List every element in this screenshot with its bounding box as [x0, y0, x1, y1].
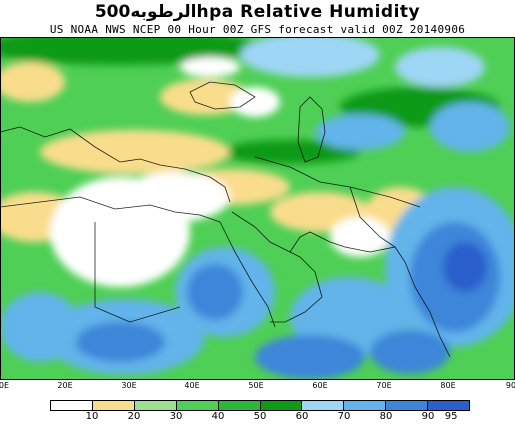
humidity-blob [443, 242, 487, 292]
x-tick-label: 90 [505, 381, 515, 390]
coastline-black-sea [189, 81, 256, 110]
humidity-blob [160, 79, 250, 115]
color-bar-swatch [302, 401, 345, 410]
x-tick-label: 0E [0, 381, 10, 390]
humidity-blob [395, 47, 485, 87]
humidity-blob [75, 322, 165, 362]
color-bar-label: 80 [379, 411, 393, 422]
coastline-caspian [297, 96, 326, 163]
color-bar-label: 90 [421, 411, 435, 422]
x-tick-label: 50E [248, 381, 264, 390]
color-bar-swatch [260, 401, 303, 410]
x-tick-label: 80E [440, 381, 456, 390]
humidity-map [0, 37, 515, 380]
humidity-blob [230, 87, 280, 117]
humidity-blob [240, 37, 380, 77]
humidity-blob [0, 37, 260, 65]
color-bar-swatch [344, 401, 387, 410]
color-bar-label: 70 [337, 411, 351, 422]
color-bar-label: 20 [127, 411, 141, 422]
x-tick-label: 20E [57, 381, 73, 390]
coastline-arabia [231, 211, 323, 323]
humidity-blob [187, 264, 243, 320]
x-tick-label: 30E [121, 381, 137, 390]
color-bar-label: 95 [444, 411, 458, 422]
color-bar-label: 60 [295, 411, 309, 422]
x-tick-label: 70E [376, 381, 392, 390]
color-bar-label: 30 [169, 411, 183, 422]
x-tick-label: 40E [184, 381, 200, 390]
humidity-blob [255, 335, 365, 379]
humidity-blob [180, 57, 240, 77]
color-bar-swatch [176, 401, 219, 410]
color-bar-label: 40 [211, 411, 225, 422]
coastline-iran-india [344, 246, 451, 358]
chart-title: الرطوبه500hpa Relative Humidity [94, 2, 421, 22]
humidity-blob [0, 62, 65, 102]
humidity-blob [220, 140, 360, 164]
color-bar-swatch [218, 401, 261, 410]
color-bar-swatch [134, 401, 177, 410]
border-line [254, 156, 421, 208]
border-line [349, 186, 396, 248]
color-bar-swatch [51, 401, 93, 410]
border-line [94, 222, 181, 323]
coastline-mediterranean [0, 126, 231, 203]
humidity-blob [120, 172, 230, 222]
humidity-blob [430, 102, 510, 152]
humidity-blob [0, 292, 80, 362]
humidity-blob [330, 217, 390, 257]
coastline-africa-north [0, 196, 221, 223]
chart-subtitle: US NOAA NWS NCEP 00 Hour 00Z GFS forecas… [49, 23, 466, 36]
coastline-gulf [289, 231, 346, 253]
color-bar [50, 400, 470, 411]
humidity-blob [370, 330, 450, 374]
coastlines [0, 81, 451, 358]
color-bar-swatch [428, 401, 470, 410]
color-bar-label: 10 [85, 411, 99, 422]
coastline-red-sea [219, 221, 276, 328]
x-tick-label: 60E [312, 381, 328, 390]
humidity-blob [40, 130, 230, 174]
color-bar-label: 50 [253, 411, 267, 422]
humidity-blob [315, 114, 405, 150]
color-bar-swatch [92, 401, 135, 410]
color-bar-swatch [386, 401, 429, 410]
